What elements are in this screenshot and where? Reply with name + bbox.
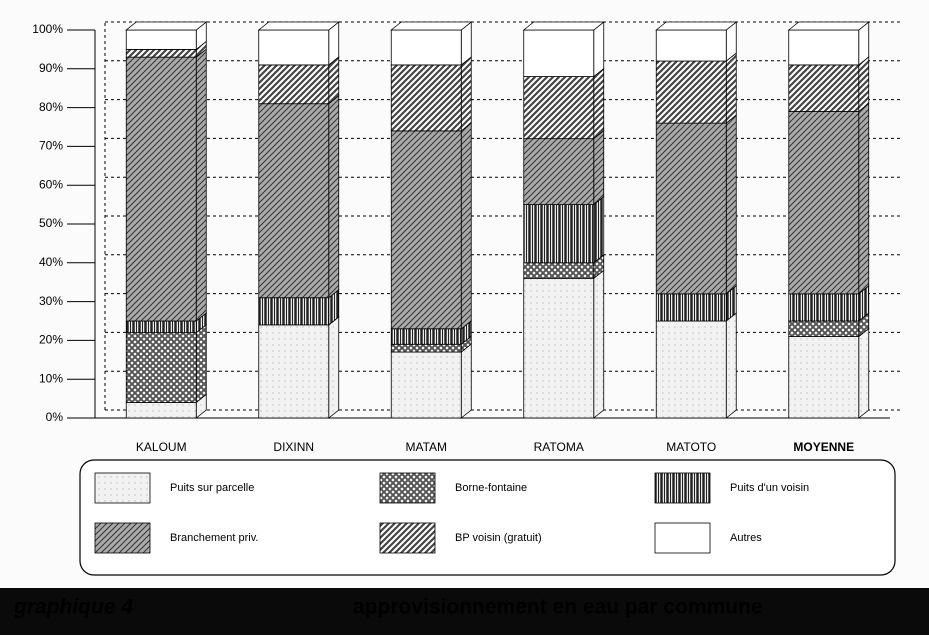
- bar-side: [858, 327, 870, 419]
- bar-side: [328, 94, 340, 299]
- y-tick-label: 100%: [32, 22, 63, 36]
- bar-side: [858, 102, 870, 295]
- legend-label: Puits d'un voisin: [730, 482, 809, 494]
- bar-segment: [258, 103, 330, 299]
- legend-swatch: [654, 472, 711, 504]
- bar-side: [725, 312, 737, 419]
- bar-side: [195, 323, 207, 404]
- legend-label: Borne-fontaine: [455, 482, 527, 494]
- bar-top: [787, 21, 870, 31]
- bar-segment: [788, 320, 860, 337]
- bar-side: [593, 67, 605, 140]
- bar-segment: [258, 324, 330, 419]
- bar-segment: [523, 262, 595, 279]
- bar-segment: [788, 293, 860, 322]
- bar-side: [593, 195, 605, 264]
- legend-label: Branchement priv.: [170, 532, 258, 544]
- y-tick-label: 20%: [39, 333, 63, 347]
- legend-swatch: [654, 522, 711, 554]
- legend-label: Autres: [730, 532, 762, 544]
- bar-top: [522, 21, 605, 31]
- bar-side: [593, 129, 605, 206]
- bar-segment: [258, 64, 330, 105]
- bar-segment: [258, 297, 330, 326]
- bar-segment: [390, 351, 462, 419]
- bar-top: [655, 21, 738, 31]
- bar-side: [725, 52, 737, 124]
- y-tick-label: 10%: [39, 371, 63, 385]
- bar-segment: [390, 130, 462, 330]
- bar-segment: [125, 49, 197, 58]
- y-tick-label: 90%: [39, 61, 63, 75]
- x-tick-label: MOYENNE: [793, 440, 854, 454]
- bar-segment: [655, 29, 727, 62]
- x-tick-label: KALOUM: [136, 440, 187, 454]
- legend-swatch: [379, 472, 436, 504]
- bar-side: [593, 21, 605, 78]
- bar-segment: [523, 277, 595, 419]
- y-tick-label: 70%: [39, 139, 63, 153]
- legend-box: [79, 459, 896, 576]
- x-tick-label: RATOMA: [534, 440, 584, 454]
- legend-swatch: [94, 472, 151, 504]
- bar-segment: [125, 56, 197, 322]
- bar-segment: [125, 29, 197, 50]
- bar-top: [390, 21, 473, 31]
- bar-segment: [655, 122, 727, 295]
- legend-label: Puits sur parcelle: [170, 482, 254, 494]
- y-tick-label: 0%: [46, 410, 64, 424]
- bar-segment: [655, 320, 727, 419]
- bar-segment: [523, 204, 595, 264]
- bar-segment: [788, 336, 860, 419]
- bar-segment: [125, 320, 197, 334]
- x-tick-label: DIXINN: [273, 440, 314, 454]
- x-tick-label: MATAM: [405, 440, 447, 454]
- bar-segment: [655, 293, 727, 322]
- bar-segment: [523, 29, 595, 77]
- bar-side: [460, 56, 472, 132]
- legend-label: BP voisin (gratuit): [455, 532, 542, 544]
- bar-side: [195, 48, 207, 322]
- bar-top: [257, 21, 340, 31]
- bar-segment: [390, 29, 462, 66]
- y-tick-label: 30%: [39, 294, 63, 308]
- figure-label: graphique 4: [13, 596, 133, 619]
- bar-side: [328, 316, 340, 419]
- legend-swatch: [94, 522, 151, 554]
- chart-title: approvisionnement en eau par commune: [353, 596, 763, 619]
- bar-segment: [788, 29, 860, 66]
- bar-top: [125, 21, 208, 31]
- bar-segment: [258, 29, 330, 66]
- bar-side: [593, 269, 605, 419]
- bar-segment: [125, 332, 197, 403]
- bar-segment: [390, 343, 462, 353]
- y-tick-label: 40%: [39, 255, 63, 269]
- bar-side: [460, 122, 472, 330]
- y-tick-label: 50%: [39, 216, 63, 230]
- y-tick-label: 60%: [39, 177, 63, 191]
- bar-side: [725, 114, 737, 295]
- bar-segment: [390, 64, 462, 132]
- bar-segment: [390, 328, 462, 345]
- bar-segment: [788, 111, 860, 295]
- bar-side: [460, 343, 472, 419]
- x-tick-label: MATOTO: [666, 440, 716, 454]
- bar-segment: [788, 64, 860, 112]
- bar-side: [858, 56, 870, 113]
- caption-bar: [0, 588, 929, 635]
- legend-swatch: [379, 522, 436, 554]
- bar-segment: [655, 60, 727, 124]
- bar-segment: [523, 138, 595, 205]
- bar-segment: [125, 402, 197, 419]
- y-tick-label: 80%: [39, 100, 63, 114]
- bar-segment: [523, 76, 595, 140]
